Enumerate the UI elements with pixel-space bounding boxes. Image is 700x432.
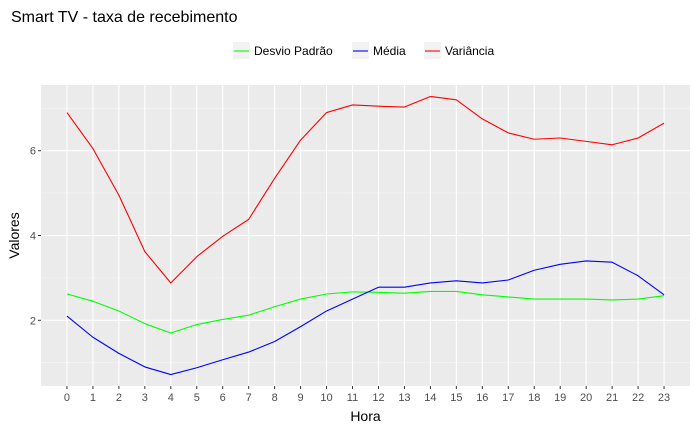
x-tick-label: 4 bbox=[168, 392, 174, 404]
legend: Desvio Padrão Média Variância bbox=[233, 42, 494, 59]
series-line bbox=[66, 260, 665, 376]
x-tick-label: 13 bbox=[398, 392, 410, 404]
x-tick-label: 8 bbox=[272, 392, 278, 404]
x-tick-label: 17 bbox=[502, 392, 514, 404]
x-tick-label: 6 bbox=[220, 392, 226, 404]
y-axis-title: Valores bbox=[6, 212, 22, 258]
legend-label: Variância bbox=[445, 44, 494, 58]
series-line bbox=[66, 290, 665, 334]
x-tick-label: 23 bbox=[658, 392, 670, 404]
x-tick-label: 9 bbox=[298, 392, 304, 404]
x-tick-label: 10 bbox=[320, 392, 332, 404]
x-tick-label: 19 bbox=[554, 392, 566, 404]
x-tick-label: 0 bbox=[64, 392, 70, 404]
y-tick-label: 6 bbox=[30, 146, 36, 158]
y-tick-label: 2 bbox=[30, 315, 36, 327]
x-tick-label: 5 bbox=[194, 392, 200, 404]
legend-label: Desvio Padrão bbox=[254, 44, 333, 58]
x-tick-label: 16 bbox=[476, 392, 488, 404]
x-tick-label: 12 bbox=[372, 392, 384, 404]
legend-label: Média bbox=[373, 44, 406, 58]
x-tick-label: 22 bbox=[632, 392, 644, 404]
chart-title: Smart TV - taxa de recebimento bbox=[11, 9, 238, 26]
x-tick-label: 20 bbox=[580, 392, 592, 404]
x-tick-label: 7 bbox=[246, 392, 252, 404]
x-tick-label: 3 bbox=[142, 392, 148, 404]
x-axis: 0 1 2 3 4 5 6 7 8 9 10 11 12 13 14 15 16 17 18 19 20 21 22 23 bbox=[64, 386, 670, 404]
y-tick-label: 4 bbox=[30, 231, 36, 243]
x-tick-label: 15 bbox=[450, 392, 462, 404]
x-tick-label: 21 bbox=[606, 392, 618, 404]
series-line bbox=[66, 95, 665, 284]
x-tick-label: 18 bbox=[528, 392, 540, 404]
grid bbox=[41, 85, 690, 386]
series-lines bbox=[66, 95, 665, 376]
y-axis: 2 4 6 bbox=[30, 146, 41, 327]
x-axis-title: Hora bbox=[350, 408, 381, 424]
x-tick-label: 14 bbox=[424, 392, 436, 404]
x-tick-label: 11 bbox=[347, 392, 358, 404]
x-tick-label: 2 bbox=[116, 392, 122, 404]
x-tick-label: 1 bbox=[90, 392, 96, 404]
